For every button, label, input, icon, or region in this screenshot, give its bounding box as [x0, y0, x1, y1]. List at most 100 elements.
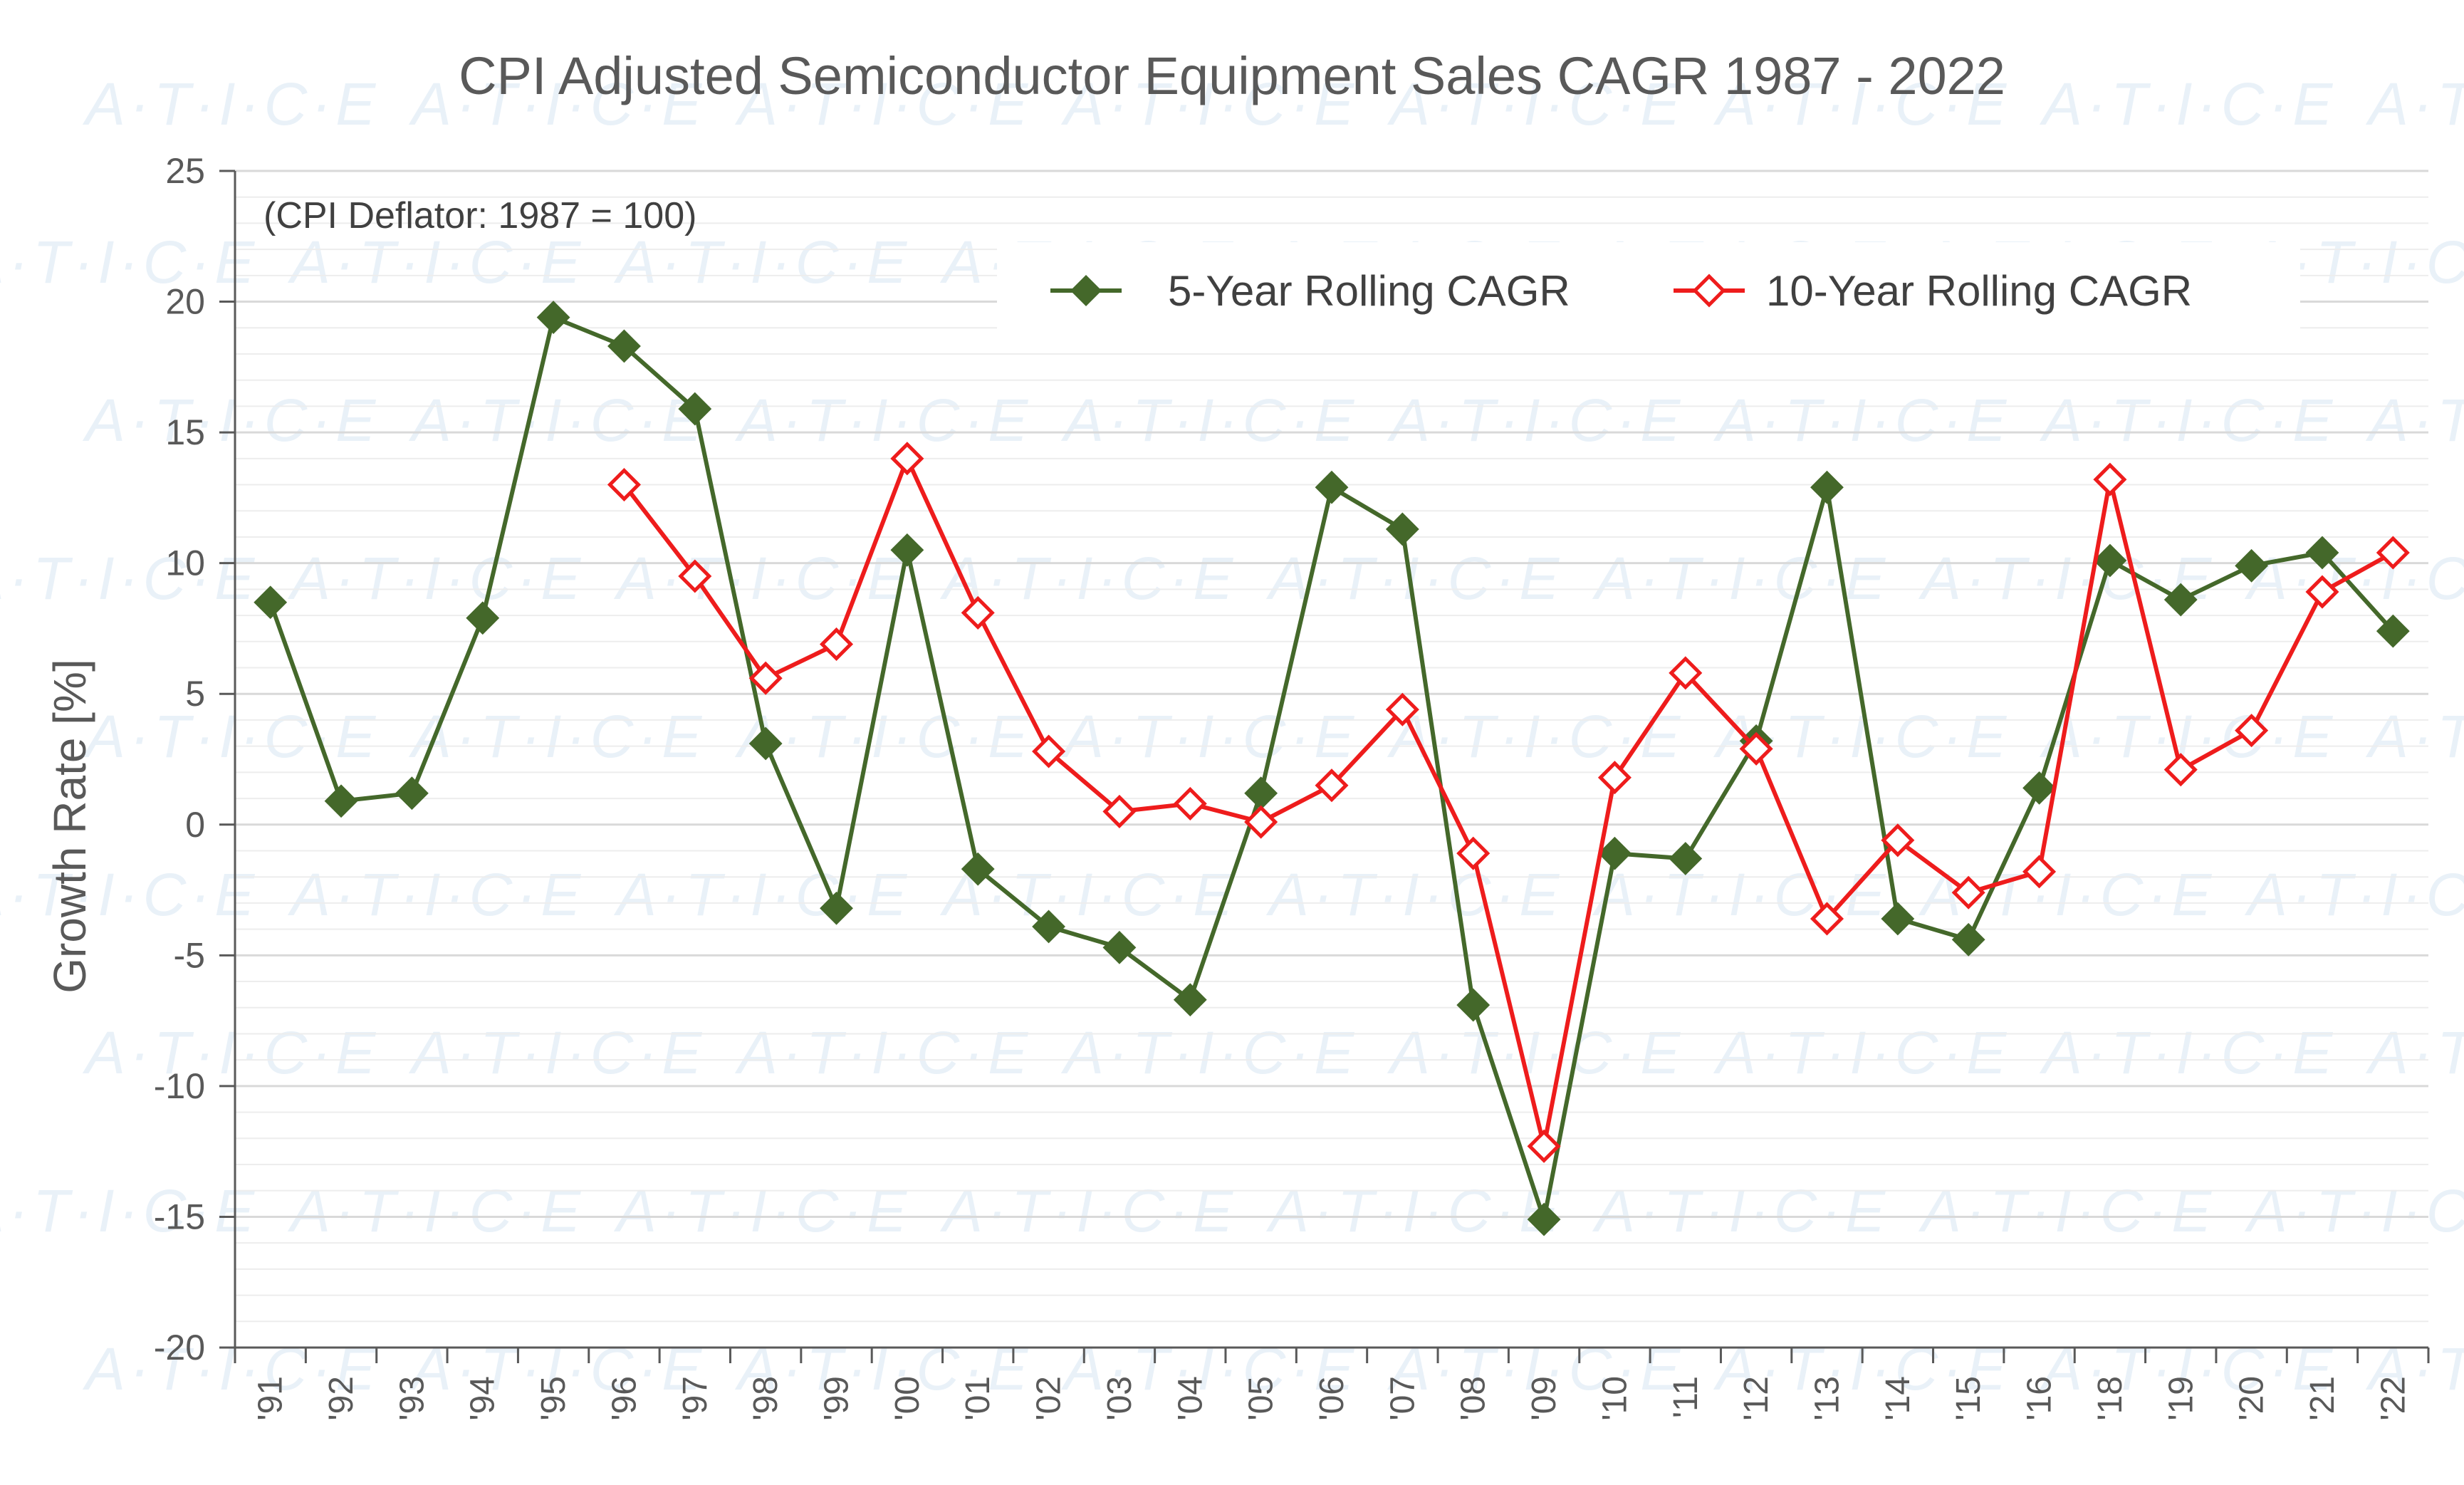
watermark-text: A·T·I·C·E: [0, 229, 259, 296]
x-tick-label: '01: [959, 1376, 997, 1421]
x-tick-label: '14: [1879, 1376, 1917, 1421]
watermark-text: A·T·I·C·E: [1918, 1177, 2215, 1244]
legend-swatch-marker: [1692, 273, 1726, 308]
data-point: [607, 329, 641, 363]
legend: 5-Year Rolling CAGR 10-Year Rolling CAGR: [997, 242, 2300, 335]
watermark-text: A·T·I·C·E: [2244, 1177, 2464, 1244]
watermark-text: A·T·I·C·E: [2039, 387, 2337, 454]
watermark-text: A·T·I·C·E: [0, 1177, 259, 1244]
x-tick-label: '11: [1667, 1376, 1705, 1418]
watermark-text: A·T·I·C·E: [2365, 1019, 2464, 1086]
data-point: [466, 601, 500, 635]
watermark-text: A·T·I·C·E: [287, 861, 585, 928]
series-line: [622, 456, 2394, 1149]
watermark-text: A·T·I·C·E: [287, 229, 585, 296]
data-point: [1669, 656, 1703, 690]
series-2: [607, 442, 2410, 1163]
x-tick-label: '07: [1384, 1376, 1421, 1421]
x-tick-label: '05: [1243, 1376, 1280, 1421]
x-tick-label: '98: [747, 1376, 785, 1421]
series-1: [254, 301, 2410, 1236]
x-tick-label: '20: [2233, 1376, 2271, 1421]
watermark-text: A·T·I·C·E: [82, 1019, 380, 1086]
x-tick-label: '13: [1808, 1376, 1846, 1421]
x-tick-label: '21: [2304, 1376, 2342, 1421]
watermark-text: A·T·I·C·E: [1060, 387, 1358, 454]
data-point: [1456, 988, 1491, 1022]
watermark-text: A·T·I·C·E: [408, 387, 706, 454]
watermark-text: A·T·I·C·E: [82, 71, 380, 137]
x-tick-label: '18: [2092, 1376, 2129, 1421]
watermark-text: A·T·I·C·E: [734, 71, 1032, 137]
data-point: [1173, 983, 1207, 1017]
watermark-text: A·T·I·C·E: [613, 545, 911, 612]
watermark-text: A·T·I·C·E: [1592, 1177, 1889, 1244]
y-tick-label: 5: [185, 674, 205, 714]
x-tick-label: '03: [1101, 1376, 1139, 1421]
watermark-text: A·T·I·C·E: [287, 1177, 585, 1244]
y-tick-label: 25: [165, 151, 205, 191]
data-point: [395, 776, 429, 811]
watermark-text: A·T·I·C·E: [2365, 71, 2464, 137]
y-tick-label: -15: [154, 1197, 205, 1236]
data-point: [820, 891, 853, 925]
watermark-text: A·T·I·C·E: [1713, 387, 2010, 454]
x-tick-label: '15: [1950, 1376, 1988, 1421]
data-point: [1173, 786, 1207, 820]
x-tick-label: '99: [818, 1376, 856, 1421]
data-point: [961, 852, 995, 886]
watermark-text: A·T·I·C·E: [1713, 1019, 2010, 1086]
data-point: [2022, 771, 2056, 805]
watermark-text: A·T·I·C·E: [408, 703, 706, 770]
watermark-text: A·T·I·C·E: [1265, 861, 1563, 928]
data-point: [1597, 761, 1632, 795]
data-point: [890, 533, 924, 567]
data-point: [536, 301, 570, 334]
data-point: [1244, 776, 1278, 811]
watermark-text: A·T·I·C·E: [2039, 71, 2337, 137]
x-tick-label: '08: [1455, 1376, 1493, 1421]
data-point: [2022, 855, 2057, 889]
data-point: [1951, 875, 1985, 910]
data-point: [1951, 922, 1985, 957]
watermark-text: A·T·I·C·E: [2244, 545, 2464, 612]
data-point: [1598, 836, 1632, 870]
data-point: [890, 442, 924, 476]
watermark-text: A·T·I·C·E: [2365, 703, 2464, 770]
data-point: [2163, 753, 2198, 787]
x-tick-label: '19: [2162, 1376, 2200, 1421]
y-axis-label: Growth Rate [%]: [44, 659, 95, 994]
x-tick-label: '92: [323, 1376, 360, 1421]
data-point: [1456, 836, 1491, 870]
axes: [219, 170, 2430, 1363]
data-point: [2305, 536, 2339, 570]
y-tick-label: -20: [154, 1328, 205, 1367]
watermark-text: A·T·I·C·E: [408, 71, 706, 137]
y-tick-labels: 25 20 15 10 5 0 -5 -10 -15 -20: [154, 151, 205, 1367]
data-point: [2376, 614, 2410, 648]
data-point: [1032, 910, 1065, 944]
data-point: [324, 784, 358, 818]
x-tick-label: '16: [2021, 1376, 2059, 1421]
data-point: [1385, 512, 1419, 546]
watermark-text: A·T·I·C·E: [1387, 1019, 1684, 1086]
x-tick-label: '93: [393, 1376, 431, 1421]
data-point: [2093, 543, 2127, 578]
data-point: [1102, 794, 1137, 828]
data-point: [2376, 536, 2410, 570]
watermark-text: A·T·I·C·E: [1265, 1177, 1563, 1244]
x-tick-label: '96: [605, 1376, 643, 1421]
data-point: [1881, 902, 1915, 936]
data-point: [1810, 470, 1844, 504]
y-tick-label: 10: [165, 543, 205, 583]
legend-swatch-marker: [1070, 275, 1102, 306]
data-point: [254, 585, 288, 620]
watermark-text: A·T·I·C·E: [1060, 1019, 1358, 1086]
watermark-text: A·T·I·C·E: [939, 1177, 1237, 1244]
data-point: [2235, 714, 2269, 748]
x-tick-label: '94: [464, 1376, 502, 1421]
data-point: [2235, 548, 2269, 583]
data-point: [1315, 470, 1349, 504]
data-point: [1032, 734, 1066, 768]
